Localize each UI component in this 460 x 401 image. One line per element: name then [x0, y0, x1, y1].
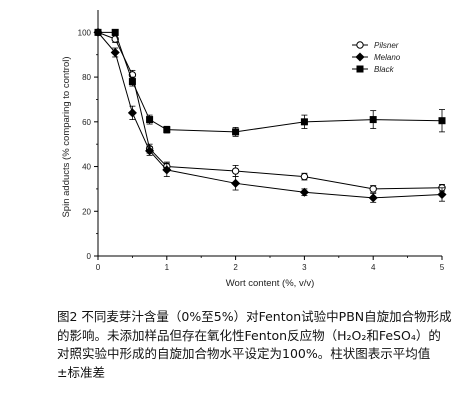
- series-black-point: [163, 126, 171, 134]
- y-tick-label: 0: [87, 252, 92, 261]
- x-tick-label: 5: [440, 263, 445, 272]
- series-black-point: [94, 28, 102, 36]
- x-tick-label: 0: [96, 263, 101, 272]
- legend-pilsner-label: Pilsner: [374, 41, 399, 50]
- series-pilsner-point: [300, 172, 309, 181]
- legend-pilsner-marker: [356, 41, 364, 49]
- y-tick-label: 80: [82, 73, 91, 82]
- x-tick-label: 4: [371, 263, 376, 272]
- legend-melano-marker: [355, 52, 365, 62]
- series-pilsner-point: [231, 167, 240, 175]
- series-melano-point: [231, 178, 241, 188]
- y-tick-label: 40: [82, 163, 91, 172]
- series-melano-point: [162, 165, 172, 175]
- series-melano: [93, 27, 447, 203]
- x-tick-label: 2: [233, 263, 238, 272]
- series-melano-point: [437, 189, 447, 200]
- series-black: [94, 28, 446, 137]
- legend-black-marker: [356, 65, 364, 73]
- series-melano-point: [110, 47, 120, 58]
- series-black-point: [438, 117, 446, 125]
- series-pilsner-point: [369, 185, 377, 193]
- x-tick-label: 3: [302, 263, 307, 272]
- chart-legend: Pilsner Melano Black: [352, 41, 401, 74]
- series-black-point: [232, 128, 240, 136]
- series-black-point: [146, 116, 154, 124]
- series-black-point: [300, 118, 308, 126]
- x-tick-label: 1: [165, 263, 170, 272]
- series-melano-point: [145, 146, 155, 156]
- series-melano-point: [368, 193, 378, 203]
- y-tick-label: 100: [78, 28, 92, 37]
- series-black-point: [111, 28, 119, 36]
- series-melano-point: [299, 187, 309, 197]
- legend-melano-label: Melano: [374, 53, 401, 62]
- y-tick-label: 20: [82, 207, 91, 216]
- spin-adducts-chart: 0 20 40 60 80 100 0 1 2 3 4 5 Pilsner Melano Black Wo…: [61, 10, 447, 289]
- x-axis-title: Wort content (%, v/v): [226, 278, 315, 289]
- y-tick-label: 60: [82, 118, 91, 127]
- legend-black-label: Black: [374, 65, 395, 74]
- figure-caption: 图2 不同麦芽汁含量（0%至5%）对Fenton试验中PBN自旋加合物形成的影响…: [57, 309, 452, 380]
- chart-series: [93, 27, 447, 203]
- series-black-point: [369, 116, 377, 124]
- series-melano-point: [127, 108, 137, 118]
- chart-ticks: 0 20 40 60 80 100 0 1 2 3 4 5: [78, 28, 445, 272]
- y-axis-title: Spin adducts (% comparing to control): [61, 56, 72, 217]
- series-black-point: [128, 78, 136, 86]
